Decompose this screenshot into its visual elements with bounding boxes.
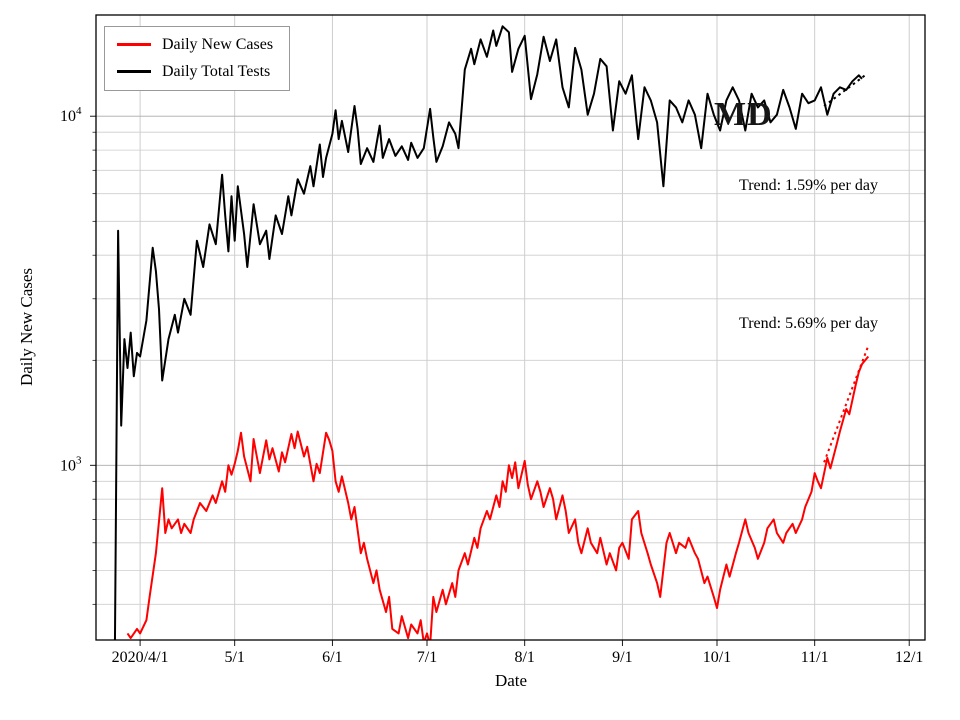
y-tick-label: 104 <box>60 105 82 125</box>
series-daily-new-cases <box>126 355 870 640</box>
series-daily-total-tests <box>113 25 863 640</box>
x-tick-label: 8/1 <box>514 649 534 666</box>
legend-line-swatch-black <box>117 69 151 73</box>
legend-line-swatch-red <box>117 43 151 47</box>
annotation-tests-trend: Trend: 1.59% per day <box>739 177 878 194</box>
legend-item-daily-total-tests: Daily Total Tests <box>117 63 273 81</box>
x-tick-label: 11/1 <box>801 649 829 666</box>
watermark-md: MD <box>714 96 773 133</box>
annotation-cases-trend: Trend: 5.69% per day <box>739 315 878 332</box>
x-tick-label: 5/1 <box>224 649 244 666</box>
legend-label-daily-new-cases: Daily New Cases <box>162 36 274 53</box>
legend: Daily New Cases Daily Total Tests <box>104 26 291 92</box>
y-axis-label: Daily New Cases <box>17 267 36 387</box>
x-tick-label: 7/1 <box>417 649 437 666</box>
legend-item-daily-new-cases: Daily New Cases <box>117 36 273 54</box>
series-new-cases-trend <box>823 345 870 463</box>
x-axis-label: Date <box>494 671 528 690</box>
series-total-tests-trend <box>823 74 866 107</box>
plot-border <box>95 14 926 641</box>
x-tick-label: 6/1 <box>322 649 342 666</box>
x-tick-label: 2020/4/1 <box>112 649 169 666</box>
x-tick-label: 9/1 <box>612 649 632 666</box>
x-tick-label: 12/1 <box>895 649 923 666</box>
legend-label-daily-total-tests: Daily Total Tests <box>162 62 271 80</box>
y-tick-label: 103 <box>60 454 82 474</box>
x-tick-label: 10/1 <box>703 649 731 666</box>
